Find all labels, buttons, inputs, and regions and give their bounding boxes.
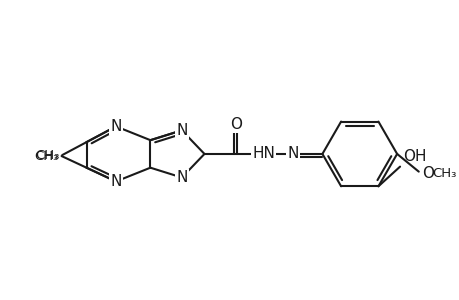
Text: N: N xyxy=(110,174,122,189)
Text: N: N xyxy=(286,146,298,161)
Text: CH₃: CH₃ xyxy=(34,150,58,163)
Text: CH₃: CH₃ xyxy=(35,148,59,162)
Text: N: N xyxy=(176,123,187,138)
Text: N: N xyxy=(110,119,122,134)
Text: N: N xyxy=(176,170,187,185)
Text: O: O xyxy=(230,117,241,132)
Text: HN: HN xyxy=(252,146,274,161)
Text: CH₃: CH₃ xyxy=(431,167,456,180)
Text: OH: OH xyxy=(402,149,425,164)
Text: O: O xyxy=(421,166,433,181)
